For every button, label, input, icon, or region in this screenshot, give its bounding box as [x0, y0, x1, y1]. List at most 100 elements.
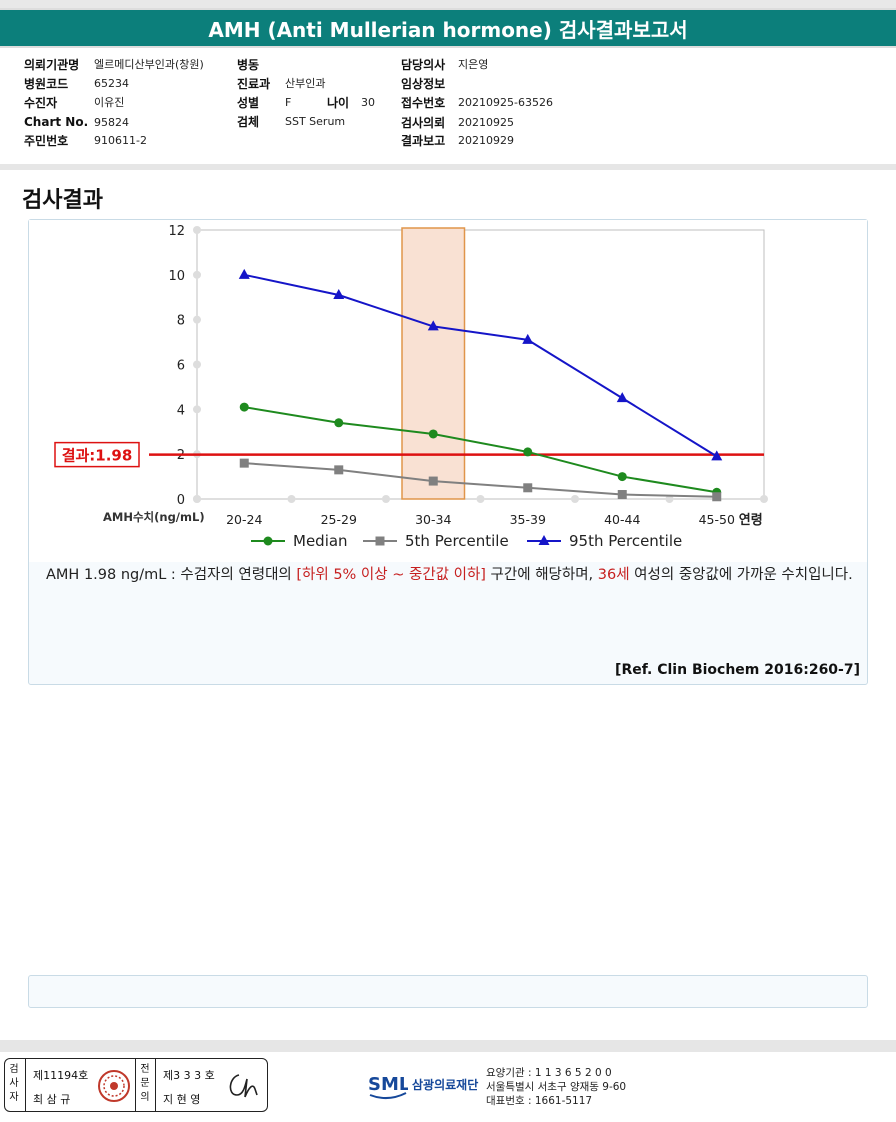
- sex-value: F: [285, 95, 292, 109]
- y-axis-dot: [193, 360, 201, 369]
- x-axis-suffix: 연령: [739, 513, 763, 528]
- x-axis-dot: [382, 495, 390, 503]
- data-point-median: [428, 429, 438, 439]
- legend-marker-95th-percentile: [538, 535, 550, 545]
- request-row: 검사의뢰 20210925: [401, 114, 514, 130]
- interpretation-part3: 여성의 중앙값에 가까운 수치입니다.: [629, 567, 853, 583]
- data-point-95th-percentile: [522, 333, 534, 344]
- plot-frame: [196, 229, 765, 500]
- specimen-value: SST Serum: [285, 114, 346, 128]
- data-point-5th-percentile: [334, 465, 344, 475]
- patient-label: 수진자: [24, 95, 58, 110]
- data-point-95th-percentile: [711, 450, 723, 461]
- receipt-row: 접수번호 20210925-63526: [401, 94, 553, 110]
- interpretation-range: [하위 5% 이상 ~ 중간값 이하]: [296, 567, 486, 583]
- x-tick-label: 40-44: [604, 512, 640, 527]
- divider-line: [25, 1059, 26, 1111]
- lab-phone: 대표번호 : 1661-5117: [486, 1095, 593, 1107]
- data-point-95th-percentile: [333, 289, 345, 300]
- examiner-name: 최 삼 규: [33, 1093, 71, 1106]
- report-date-label: 결과보고: [401, 133, 446, 148]
- amh-chart: 02468101220-2425-2930-3435-3940-4445-50연…: [54, 224, 768, 550]
- x-axis-dot: [665, 495, 674, 503]
- data-point-5th-percentile: [712, 492, 722, 502]
- signature-box: 검사자 제11194호 최 삼 규 전문의 제3 3 3 호 지 현 영: [4, 1058, 268, 1112]
- receipt-value: 20210925-63526: [458, 95, 553, 109]
- hospital-code-value: 65234: [94, 76, 129, 90]
- x-axis-dot: [287, 495, 296, 503]
- lab-info: 요양기관 : 1 1 3 6 5 2 0 0 서울특별시 서초구 양재동 9-6…: [486, 1066, 626, 1108]
- divider-line: [155, 1059, 156, 1111]
- examiner-license: 제11194호: [33, 1069, 89, 1082]
- x-axis-dot: [193, 495, 201, 503]
- chart-no-row: Chart No. 95824: [24, 114, 129, 130]
- legend-marker-median: [263, 536, 273, 546]
- section-title: 검사결과: [22, 188, 103, 213]
- x-axis-dot: [760, 495, 768, 503]
- sex-row: 성별 F 나이 30: [237, 94, 375, 110]
- y-tick-label: 10: [168, 269, 185, 284]
- receipt-label: 접수번호: [401, 95, 446, 110]
- sml-logo-text: SML: [368, 1074, 408, 1095]
- sml-logo: SML 삼광의료재단: [368, 1066, 478, 1102]
- y-axis-dot: [193, 405, 201, 414]
- age-value: 30: [361, 95, 375, 109]
- chart-area: 02468101220-2425-2930-3435-3940-4445-50연…: [29, 220, 867, 562]
- data-point-median: [523, 447, 533, 457]
- data-point-5th-percentile: [428, 476, 438, 486]
- data-point-95th-percentile: [427, 320, 439, 331]
- ssn-value: 910611-2: [94, 133, 147, 147]
- ssn-label: 주민번호: [24, 133, 69, 148]
- data-point-median: [334, 418, 344, 428]
- sml-logo-icon: SML: [368, 1074, 408, 1099]
- signature-icon: [229, 1074, 258, 1098]
- dept-row: 진료과 산부인과: [237, 75, 325, 91]
- request-label: 검사의뢰: [401, 115, 446, 130]
- y-tick-label: 0: [177, 493, 185, 508]
- comment-panel: [28, 975, 868, 1008]
- doctor-label: 담당의사: [401, 57, 446, 72]
- data-point-5th-percentile: [617, 490, 627, 500]
- lab-code: 요양기관 : 1 1 3 6 5 2 0 0: [486, 1067, 612, 1079]
- y-axis-dot: [193, 315, 201, 324]
- sex-label: 성별: [237, 95, 260, 110]
- x-axis-dot: [476, 495, 485, 503]
- y-axis-dot: [193, 226, 201, 234]
- examiner-vertical-label: 검사자: [9, 1064, 19, 1103]
- section-divider: [0, 164, 896, 170]
- request-value: 20210925: [458, 115, 514, 129]
- dept-label: 진료과: [237, 76, 271, 91]
- reference-citation: [Ref. Clin Biochem 2016:260-7]: [615, 662, 860, 678]
- top-border: [0, 0, 896, 8]
- clinical-row: 임상정보: [401, 75, 458, 91]
- seal-stamp-icon: [98, 1070, 130, 1102]
- chart-no-value: 95824: [94, 115, 129, 129]
- x-tick-label: 20-24: [226, 512, 262, 527]
- age-label: 나이: [327, 95, 350, 110]
- interpretation-text: AMH 1.98 ng/mL : 수검자의 연령대의 [하위 5% 이상 ~ 중…: [46, 564, 856, 586]
- y-axis-dot: [193, 270, 201, 279]
- patient-info: 의뢰기관명 엘르메디산부인과(창원) 병원코드 65234 수진자 이유진 Ch…: [0, 48, 896, 164]
- legend-label-median: Median: [293, 532, 348, 550]
- x-axis-dot: [571, 495, 579, 503]
- data-point-median: [617, 472, 627, 482]
- y-tick-label: 4: [177, 403, 185, 418]
- report-title: AMH (Anti Mullerian hormone) 검사결과보고서: [0, 8, 896, 48]
- hospital-code-row: 병원코드 65234: [24, 75, 129, 91]
- legend-label-95th-percentile: 95th Percentile: [569, 532, 682, 550]
- interpretation-age: 36세: [597, 567, 630, 583]
- ssn-row: 주민번호 910611-2: [24, 132, 147, 148]
- result-label-box: [54, 441, 140, 468]
- specimen-row: 검체 SST Serum: [237, 113, 345, 129]
- report-date-row: 결과보고 20210929: [401, 132, 514, 148]
- x-tick-label: 25-29: [321, 512, 357, 527]
- lab-address: 서울특별시 서초구 양재동 9-60: [486, 1081, 627, 1093]
- result-label: 결과:1.98: [62, 447, 133, 465]
- legend-label-5th-percentile: 5th Percentile: [405, 532, 509, 550]
- y-tick-label: 8: [177, 314, 185, 329]
- ward-row: 병동: [237, 56, 285, 72]
- footer-divider: [0, 1040, 896, 1052]
- x-tick-label: 30-34: [415, 512, 451, 527]
- specialist-license: 제3 3 3 호: [163, 1069, 215, 1082]
- patient-row: 수진자 이유진: [24, 94, 124, 110]
